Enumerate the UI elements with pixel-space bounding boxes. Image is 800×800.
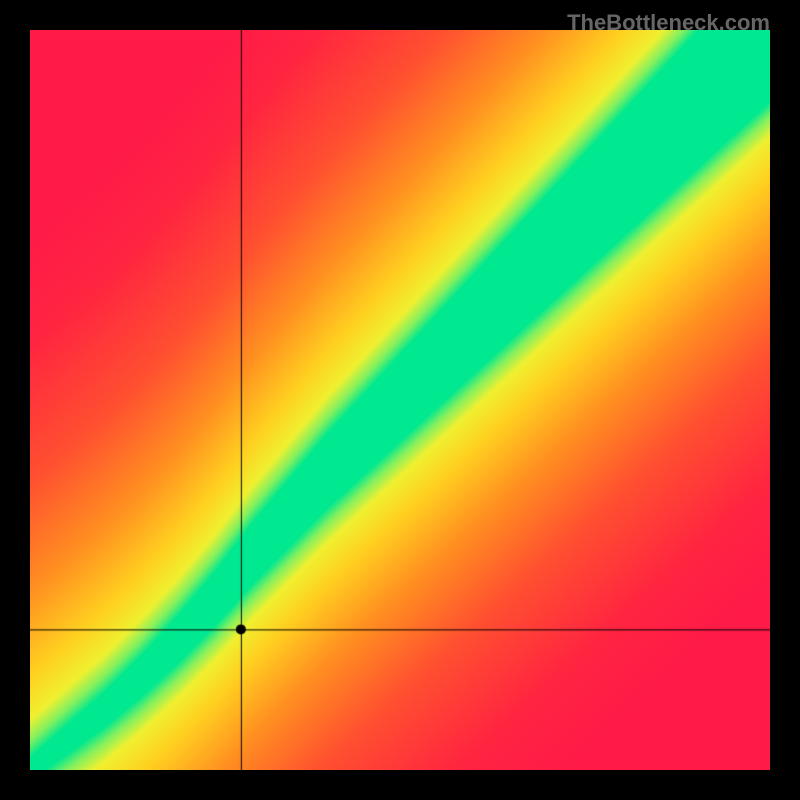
chart-container: TheBottleneck.com xyxy=(0,0,800,800)
bottleneck-heatmap xyxy=(30,30,770,770)
watermark-text: TheBottleneck.com xyxy=(567,10,770,36)
heatmap-canvas xyxy=(30,30,770,770)
